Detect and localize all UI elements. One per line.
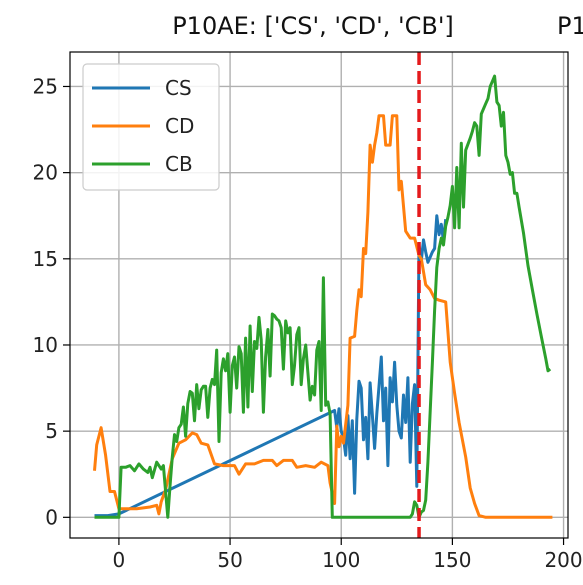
- series-line-cs: [94, 214, 448, 518]
- legend-box: [82, 63, 220, 191]
- y-tick-label: 15: [33, 247, 58, 271]
- y-tick-label: 5: [45, 419, 58, 443]
- x-tick-label: 0: [113, 548, 126, 572]
- x-tick-label: 100: [322, 548, 360, 572]
- legend-label-cd: CD: [165, 114, 194, 138]
- chart-title: P10AE: ['CS', 'CD', 'CB']: [172, 12, 454, 40]
- series-lines: [93, 74, 553, 519]
- chart-title-overflow: P1: [557, 12, 583, 40]
- series-line-cd: [93, 114, 553, 519]
- y-tick-label: 0: [45, 505, 58, 529]
- legend-label-cs: CS: [165, 76, 192, 100]
- legend-label-cb: CB: [165, 152, 193, 176]
- plot-frame: [69, 51, 569, 539]
- y-tick-label: 25: [33, 74, 58, 98]
- legend: CS CD CB: [82, 63, 220, 191]
- axis-ticks: 0 50 100 150 200 0 5 10 15 20 25: [33, 74, 583, 572]
- y-tick-label: 10: [33, 333, 58, 357]
- y-tick-label: 20: [33, 161, 58, 185]
- x-tick-label: 150: [433, 548, 471, 572]
- series-line-cb: [94, 74, 552, 519]
- x-tick-label: 200: [544, 548, 582, 572]
- x-tick-label: 50: [217, 548, 242, 572]
